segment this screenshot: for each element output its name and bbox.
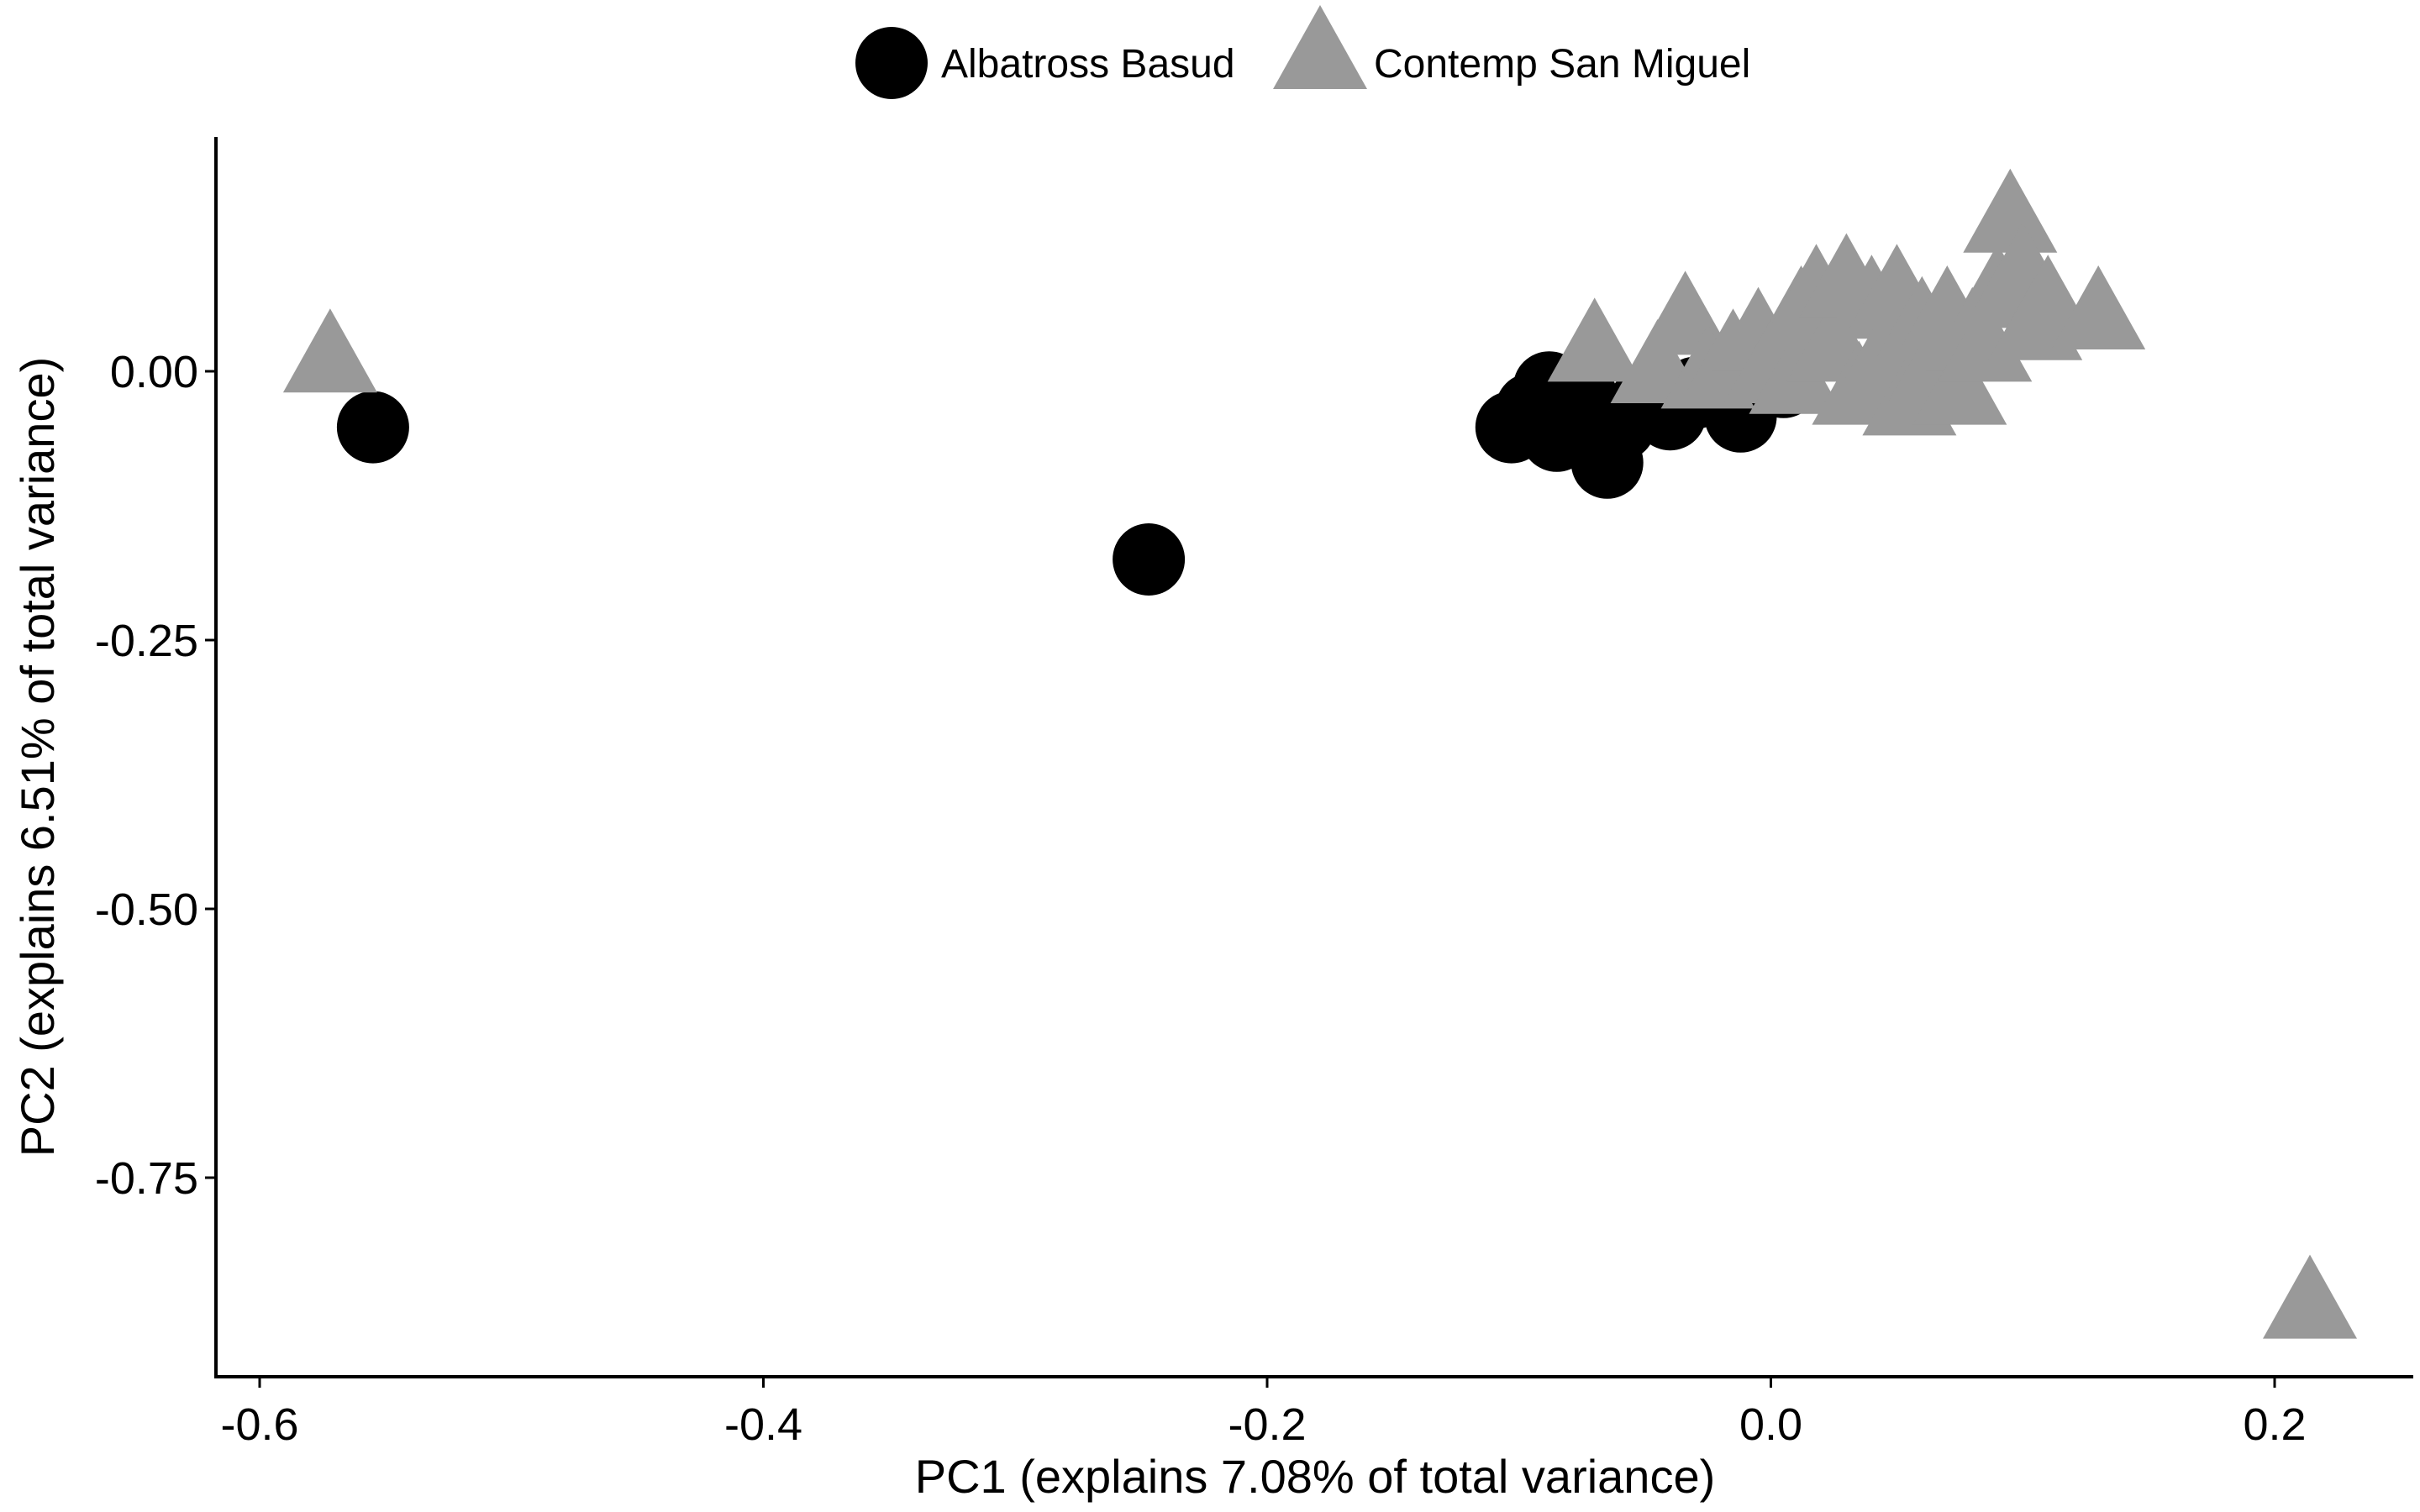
y-tick-label-0: 0.00: [110, 347, 198, 397]
legend-label-albatross-basud: Albatross Basud: [941, 42, 1235, 87]
x-tick-label-2: -0.2: [1228, 1399, 1306, 1450]
point-contemp-san-miguel-0: [282, 308, 377, 393]
point-contemp-san-miguel-2: [1547, 297, 1642, 382]
point-albatross-basud-1: [1113, 523, 1186, 596]
x-axis-title: PC1 (explains 7.08% of total variance): [915, 1450, 1716, 1503]
y-tick-label-3: -0.75: [95, 1153, 198, 1204]
x-tick-label-3: 0.0: [1739, 1399, 1802, 1450]
x-tick-label-1: -0.4: [724, 1399, 802, 1450]
y-ticks: 0.00 -0.25 -0.50 -0.75: [95, 347, 216, 1204]
point-contemp-san-miguel-24: [1938, 297, 2033, 382]
point-contemp-san-miguel-26: [1963, 168, 2058, 253]
x-tick-label-0: -0.6: [220, 1399, 298, 1450]
legend-label-contemp-san-miguel: Contemp San Miguel: [1374, 42, 1750, 87]
legend-marker-contemp-san-miguel: [1273, 5, 1367, 89]
legend-marker-albatross-basud: [855, 27, 928, 99]
point-contemp-san-miguel-1: [2263, 1254, 2357, 1339]
y-axis-title: PC2 (explains 6.51% of total variance): [11, 357, 64, 1158]
x-ticks: -0.6 -0.4 -0.2 0.0 0.2: [220, 1377, 2307, 1450]
point-contemp-san-miguel-30: [2051, 265, 2146, 349]
x-tick-label-4: 0.2: [2243, 1399, 2306, 1450]
legend: Albatross Basud Contemp San Miguel: [855, 5, 1750, 99]
point-albatross-basud-0: [336, 391, 409, 464]
y-tick-label-1: -0.25: [95, 616, 198, 666]
data-marks: [282, 168, 2357, 1339]
y-tick-label-2: -0.50: [95, 885, 198, 935]
point-contemp-san-miguel-22: [1912, 340, 2007, 425]
